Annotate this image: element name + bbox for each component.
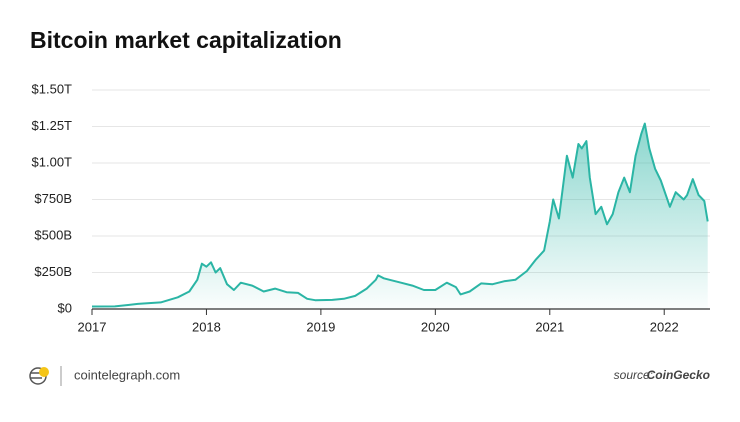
y-tick-label: $500B bbox=[34, 227, 72, 242]
area-line bbox=[91, 122, 709, 308]
y-tick-label: $0 bbox=[58, 300, 72, 315]
source: CoinGecko bbox=[647, 368, 710, 382]
source-label: source: bbox=[614, 368, 653, 382]
x-tick-label: 2018 bbox=[192, 319, 221, 334]
chart-title: Bitcoin market capitalization bbox=[30, 27, 342, 53]
x-tick-label: 2020 bbox=[421, 319, 450, 334]
x-tick-label: 2021 bbox=[535, 319, 564, 334]
x-tick-label: 2022 bbox=[650, 319, 679, 334]
x-tick-label: 2017 bbox=[78, 319, 107, 334]
y-tick-label: $1.25T bbox=[32, 118, 73, 133]
area-fill bbox=[92, 123, 708, 309]
y-tick-label: $250B bbox=[34, 264, 72, 279]
y-tick-label: $1.50T bbox=[32, 81, 73, 96]
x-tick-label: 2019 bbox=[306, 319, 335, 334]
y-tick-label: $1.00T bbox=[32, 154, 73, 169]
y-tick-label: $750B bbox=[34, 191, 72, 206]
logo bbox=[29, 366, 62, 386]
site-name: cointelegraph.com bbox=[74, 367, 180, 382]
